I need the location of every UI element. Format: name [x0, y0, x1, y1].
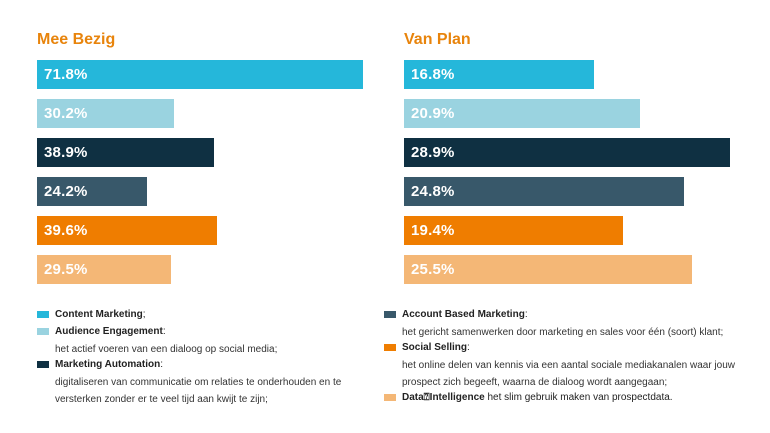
bar-mee-bezig-5 — [37, 216, 217, 245]
bar-mee-bezig-2 — [37, 99, 174, 128]
legend-title: Account Based Marketing — [402, 309, 525, 320]
legend-swatch — [384, 394, 396, 401]
legend-description: versterken zonder er te veel tijd aan kw… — [55, 394, 268, 405]
legend-item: Account Based Marketing: — [402, 308, 770, 322]
bar-mee-bezig-6 — [37, 255, 171, 284]
legend-swatch — [37, 361, 49, 368]
bar-mee-bezig-3 — [37, 138, 214, 167]
bar-label: 30.2% — [44, 105, 88, 122]
bar-label: 38.9% — [44, 144, 88, 161]
legend-description: het actief voeren van een dialoog op soc… — [55, 344, 278, 355]
legend-title: Content Marketing — [55, 309, 143, 320]
legend-description: het online delen van kennis via een aant… — [402, 360, 735, 371]
bar-label: 39.6% — [44, 222, 88, 239]
legend-swatch — [37, 311, 49, 318]
legend-item: Data⍰Intelligence het slim gebruik maken… — [402, 391, 770, 405]
legend-item: Audience Engagement: — [55, 325, 435, 339]
legend-title: Social Selling — [402, 342, 468, 353]
bar-label: 24.8% — [411, 183, 455, 200]
legend-swatch — [37, 328, 49, 335]
bar-van-plan-3 — [404, 138, 730, 167]
bar-van-plan-6 — [404, 255, 692, 284]
legend-suffix: het slim gebruik maken van prospectdata. — [484, 392, 673, 403]
legend-suffix: ; — [142, 309, 146, 320]
bar-mee-bezig-1 — [37, 60, 363, 89]
legend-title: Audience Engagement — [55, 326, 163, 337]
legend-description: prospect zich begeeft, waarna de dialoog… — [402, 377, 668, 388]
bar-van-plan-1 — [404, 60, 594, 89]
bar-van-plan-2 — [404, 99, 640, 128]
chart-title-left: Mee Bezig — [37, 31, 116, 48]
legend-description: het gericht samenwerken door marketing e… — [402, 327, 724, 338]
legend-item: Social Selling: — [402, 341, 770, 355]
legend-suffix: : — [524, 309, 528, 320]
bar-label: 20.9% — [411, 105, 455, 122]
legend-swatch — [384, 311, 396, 318]
legend-suffix: : — [467, 342, 470, 353]
bar-label: 24.2% — [44, 183, 88, 200]
legend-item: Content Marketing; — [55, 308, 435, 322]
legend-description: digitaliseren van communicatie om relati… — [55, 377, 342, 388]
legend-suffix: : — [160, 359, 163, 370]
legend-item: Marketing Automation: — [55, 358, 435, 372]
bar-label: 16.8% — [411, 66, 455, 83]
bar-label: 71.8% — [44, 66, 88, 83]
legend-suffix: : — [162, 326, 166, 337]
legend-title: Marketing Automation — [55, 359, 161, 370]
bar-van-plan-4 — [404, 177, 684, 206]
legend-title: Data⍰Intelligence — [402, 392, 485, 403]
bar-van-plan-5 — [404, 216, 623, 245]
bar-mee-bezig-4 — [37, 177, 147, 206]
chart-title-right: Van Plan — [404, 31, 471, 48]
bar-label: 28.9% — [411, 144, 455, 161]
bar-label: 25.5% — [411, 261, 455, 278]
bar-label: 29.5% — [44, 261, 88, 278]
bar-label: 19.4% — [411, 222, 455, 239]
legend-swatch — [384, 344, 396, 351]
